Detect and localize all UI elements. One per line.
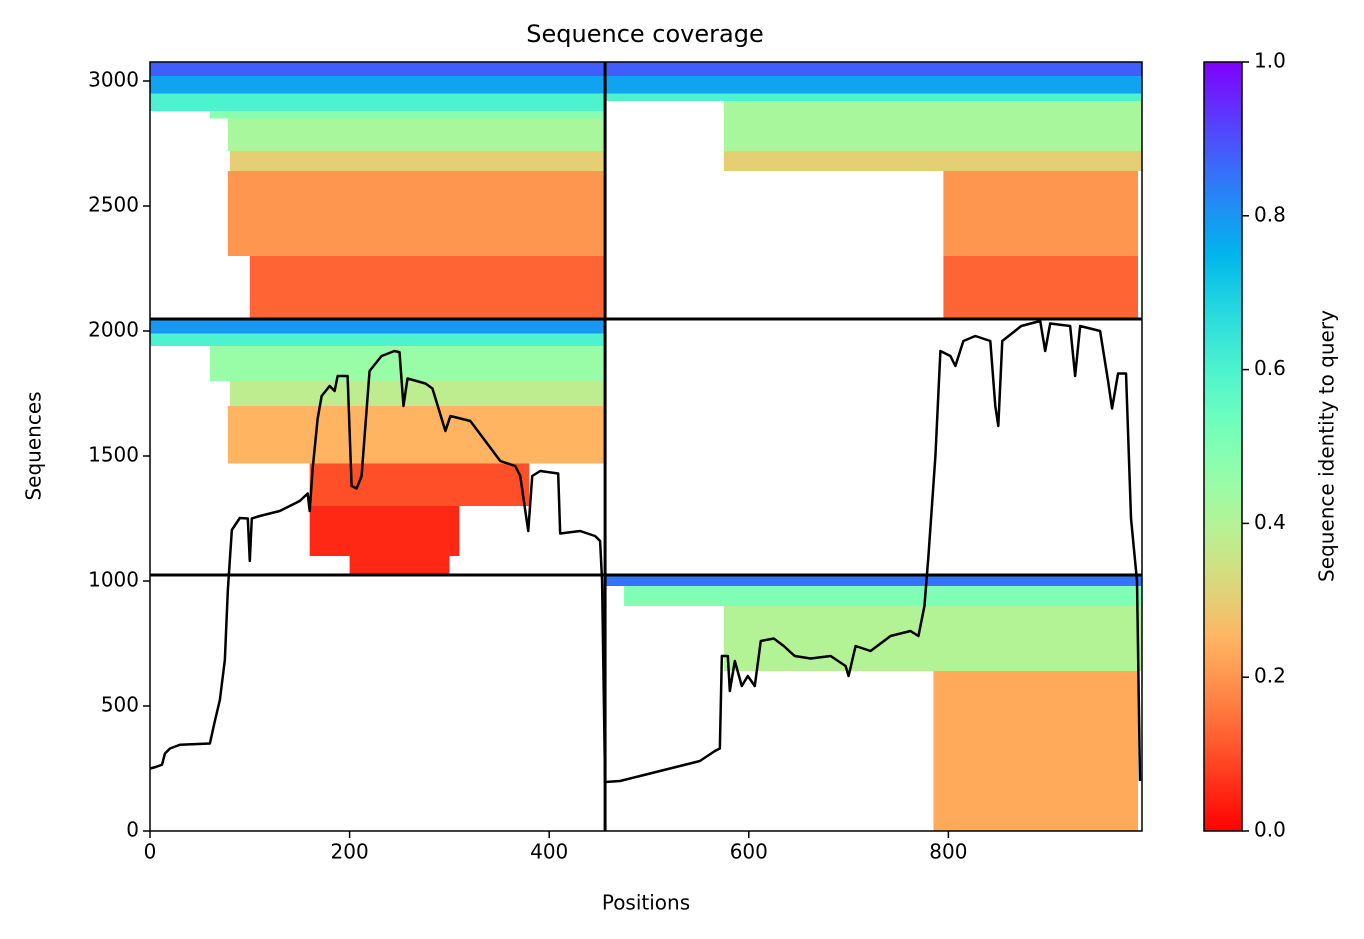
chart-title: Sequence coverage — [526, 20, 763, 48]
y-tick-label: 2000 — [88, 318, 139, 342]
coverage-block — [723, 606, 1142, 671]
coverage-block — [349, 556, 450, 575]
x-tick-label: 0 — [144, 840, 157, 864]
coverage-block — [150, 333, 606, 346]
x-axis-label: Positions — [602, 891, 690, 915]
coverage-line — [149, 319, 1142, 784]
colorbar-tick-label: 1.0 — [1254, 49, 1286, 73]
colorbar-label: Sequence identity to query — [1315, 310, 1339, 582]
y-tick-label: 3000 — [88, 68, 139, 92]
coverage-block — [943, 171, 1139, 256]
y-axis-label: Sequences — [22, 391, 46, 500]
coverage-block — [249, 256, 606, 319]
coverage-block — [227, 171, 606, 256]
coverage-block — [229, 381, 606, 406]
colorbar-tick-label: 0.8 — [1254, 202, 1286, 226]
colorbar — [1203, 61, 1243, 832]
coverage-block — [624, 586, 1142, 606]
y-tick-label: 1000 — [88, 568, 139, 592]
coverage-block — [605, 62, 1142, 76]
coverage-block — [605, 575, 1142, 586]
colorbar-tick-label: 0.6 — [1254, 356, 1286, 380]
coverage-block — [150, 76, 606, 94]
coverage-block — [605, 93, 1142, 101]
y-tick-label: 1500 — [88, 443, 139, 467]
coverage-block — [723, 151, 1142, 171]
coverage-block — [229, 151, 606, 171]
coverage-block — [943, 256, 1139, 319]
colorbar-tick-label: 0.4 — [1254, 510, 1286, 534]
colorbar-tick-label: 0.0 — [1254, 818, 1286, 842]
coverage-block — [933, 671, 1139, 831]
coverage-block — [605, 76, 1142, 94]
y-tick-label: 0 — [126, 818, 139, 842]
plot-frame — [149, 61, 1143, 832]
colorbar-tick-label: 0.2 — [1254, 664, 1286, 688]
y-tick-label: 500 — [101, 693, 139, 717]
coverage-block — [227, 406, 606, 464]
coverage-block — [150, 62, 606, 76]
coverage-block — [309, 506, 460, 556]
x-tick-label: 200 — [331, 840, 369, 864]
plot-area — [149, 62, 1142, 831]
x-tick-label: 600 — [730, 840, 768, 864]
coverage-block — [309, 463, 530, 506]
coverage-block — [209, 346, 606, 381]
x-tick-label: 400 — [530, 840, 568, 864]
coverage-block — [150, 319, 606, 334]
coverage-block — [723, 101, 1142, 151]
coverage-block — [209, 111, 606, 119]
x-tick-label: 800 — [929, 840, 967, 864]
y-tick-label: 2500 — [88, 193, 139, 217]
coverage-block — [150, 93, 606, 111]
coverage-block — [227, 118, 606, 151]
